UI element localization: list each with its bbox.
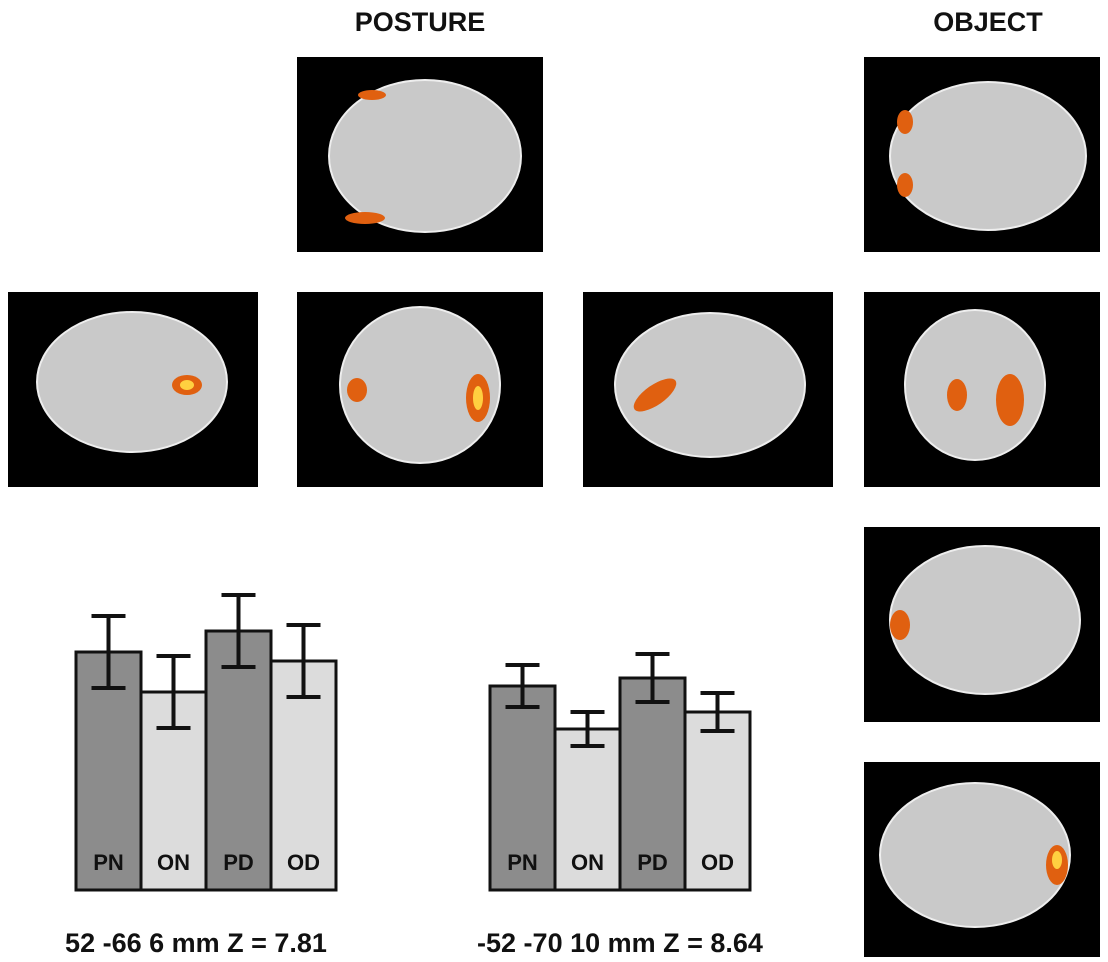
category-label: OD	[701, 850, 734, 875]
caption: 52 -66 6 mm Z = 7.81	[65, 928, 327, 958]
category-label: PD	[637, 850, 668, 875]
caption: -52 -70 10 mm Z = 8.64	[477, 928, 763, 958]
heading: OBJECT	[933, 7, 1043, 37]
category-label: PD	[223, 850, 254, 875]
category-label: ON	[571, 850, 604, 875]
category-label: ON	[157, 850, 190, 875]
figure: POSTURE OBJECT PN ON PD OD 52 -66 6 mm Z = 7…	[0, 0, 1108, 962]
category-label: OD	[287, 850, 320, 875]
heading: POSTURE	[355, 7, 486, 37]
category-label: PN	[93, 850, 124, 875]
category-label: PN	[507, 850, 538, 875]
